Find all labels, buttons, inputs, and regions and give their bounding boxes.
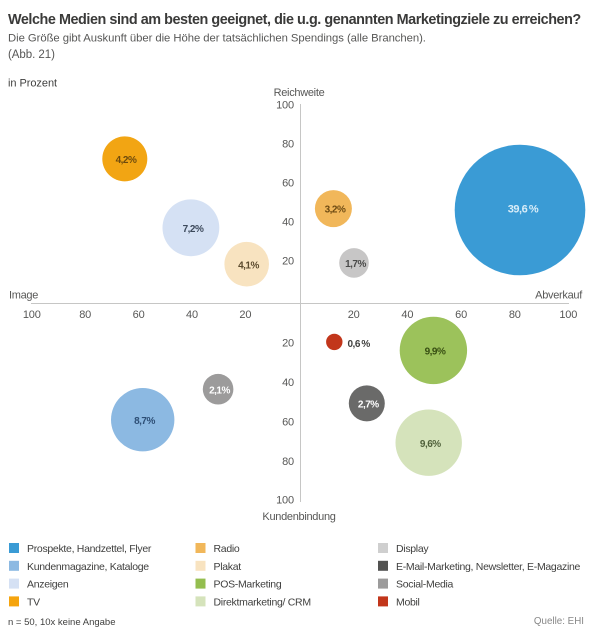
svg-text:80: 80 <box>282 139 294 151</box>
svg-text:60: 60 <box>133 309 145 321</box>
svg-text:60: 60 <box>282 416 294 428</box>
svg-text:4,1%: 4,1% <box>238 260 259 271</box>
svg-text:7,2%: 7,2% <box>183 224 204 235</box>
svg-text:60: 60 <box>282 177 294 189</box>
svg-text:80: 80 <box>509 309 521 321</box>
svg-text:9,6%: 9,6% <box>420 439 441 450</box>
svg-text:40: 40 <box>282 217 294 229</box>
svg-text:39,6 %: 39,6 % <box>508 204 539 216</box>
svg-text:20: 20 <box>282 337 294 349</box>
svg-text:Welche Medien sind am besten g: Welche Medien sind am besten geeignet, d… <box>8 12 581 28</box>
svg-text:8,7%: 8,7% <box>134 416 155 427</box>
svg-text:E-Mail-Marketing, Newsletter,: E-Mail-Marketing, Newsletter, E-Magazine <box>396 561 581 573</box>
svg-text:Social-Media: Social-Media <box>396 579 454 591</box>
svg-text:4,2%: 4,2% <box>116 155 137 166</box>
svg-text:100: 100 <box>559 309 577 321</box>
svg-text:2,7%: 2,7% <box>358 400 379 411</box>
svg-text:Abverkauf: Abverkauf <box>535 290 583 302</box>
svg-text:40: 40 <box>282 377 294 389</box>
svg-text:9,9%: 9,9% <box>425 347 446 358</box>
svg-text:1,7%: 1,7% <box>345 259 366 270</box>
svg-text:in Prozent: in Prozent <box>8 78 57 90</box>
svg-text:Kundenbindung: Kundenbindung <box>262 511 335 523</box>
svg-text:POS-Marketing: POS-Marketing <box>214 579 282 591</box>
svg-text:40: 40 <box>186 309 198 321</box>
svg-text:20: 20 <box>348 309 360 321</box>
svg-text:Reichweite: Reichweite <box>274 87 325 99</box>
svg-text:20: 20 <box>239 309 251 321</box>
svg-text:60: 60 <box>455 309 467 321</box>
svg-text:Radio: Radio <box>214 543 240 555</box>
svg-text:Mobil: Mobil <box>396 596 420 608</box>
svg-text:Display: Display <box>396 543 429 555</box>
svg-text:80: 80 <box>79 309 91 321</box>
svg-text:n = 50, 10x keine Angabe: n = 50, 10x keine Angabe <box>8 617 116 628</box>
svg-text:40: 40 <box>401 309 413 321</box>
svg-text:(Abb. 21): (Abb. 21) <box>8 49 55 61</box>
svg-text:100: 100 <box>276 494 294 506</box>
svg-text:Quelle: EHI: Quelle: EHI <box>534 616 584 627</box>
svg-text:0,6 %: 0,6 % <box>348 339 371 350</box>
svg-text:3,2%: 3,2% <box>325 205 346 216</box>
svg-text:Prospekte, Handzettel, Flyer: Prospekte, Handzettel, Flyer <box>27 543 152 555</box>
svg-text:Kundenmagazine, Kataloge: Kundenmagazine, Kataloge <box>27 561 149 573</box>
svg-text:TV: TV <box>27 596 40 608</box>
svg-text:100: 100 <box>276 100 294 112</box>
svg-text:Image: Image <box>9 290 38 302</box>
svg-text:80: 80 <box>282 456 294 468</box>
svg-text:100: 100 <box>23 309 41 321</box>
svg-text:Die Größe gibt Auskunft über d: Die Größe gibt Auskunft über die Höhe de… <box>8 33 426 45</box>
svg-text:Anzeigen: Anzeigen <box>27 579 69 591</box>
svg-text:2,1%: 2,1% <box>209 385 230 396</box>
svg-text:Direktmarketing/ CRM: Direktmarketing/ CRM <box>214 596 311 608</box>
svg-text:20: 20 <box>282 256 294 268</box>
svg-text:Plakat: Plakat <box>214 561 242 573</box>
